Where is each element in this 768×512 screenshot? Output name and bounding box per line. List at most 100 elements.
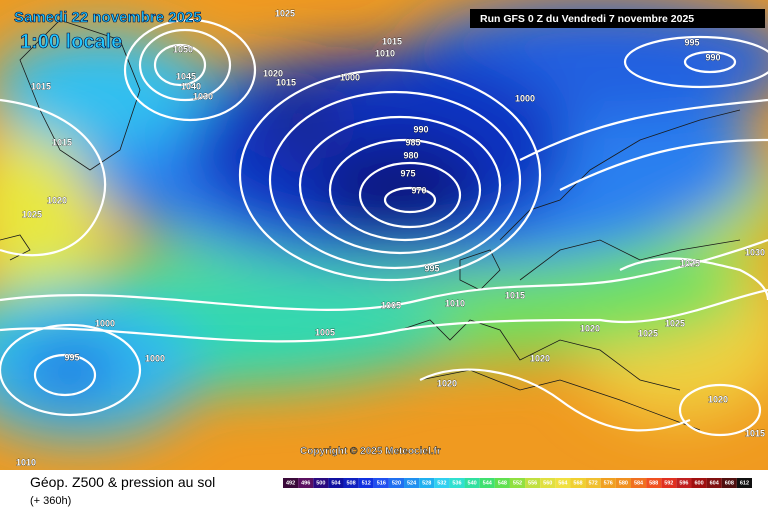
scale-label: 584 <box>634 480 644 486</box>
isobar-label: 1025 <box>22 209 42 219</box>
isobar-label: 1010 <box>16 457 36 467</box>
isobar-label: 970 <box>411 185 426 195</box>
color-scale: 492 496 500 504 508 512 516 520 524 528 532 536 540 5… <box>283 478 752 488</box>
scale-cell <box>388 478 405 488</box>
scale-cell <box>661 478 677 488</box>
scale-label: 612 <box>740 480 749 486</box>
isobar-label: 1050 <box>173 44 193 54</box>
scale-cell <box>283 478 299 488</box>
scale-cell <box>343 478 359 488</box>
isobar-label: 1045 <box>176 71 196 81</box>
scale-label: 548 <box>498 480 507 486</box>
isobar-label: 1005 <box>315 327 335 337</box>
scale-cell <box>509 478 526 488</box>
scale-label: 564 <box>558 480 568 486</box>
isobar-label: 1015 <box>31 81 51 91</box>
scale-label: 604 <box>710 480 720 486</box>
scale-cell <box>404 478 420 488</box>
scale-cell <box>525 478 541 488</box>
scale-label: 512 <box>362 480 371 486</box>
isobar-label: 1025 <box>665 318 685 328</box>
isobar-label: 1020 <box>263 68 283 78</box>
copyright: Copyright © 2025 Meteociel.fr <box>300 446 441 457</box>
isobar-label: 995 <box>64 352 79 362</box>
isobar-label: 1025 <box>680 258 700 268</box>
isobar-label: 1010 <box>375 48 395 58</box>
scale-label: 552 <box>513 480 522 486</box>
scale-label: 496 <box>301 480 310 486</box>
scale-label: 560 <box>543 480 552 486</box>
isobar-label: 1015 <box>745 428 765 438</box>
scale-cell <box>691 478 707 488</box>
isobar-label: 1030 <box>745 247 765 257</box>
isobar-label: 995 <box>424 263 439 273</box>
scale-cell <box>600 478 616 488</box>
scale-label: 528 <box>422 480 431 486</box>
scale-cell <box>449 478 465 488</box>
scale-label: 540 <box>468 480 477 486</box>
scale-cell <box>736 478 752 488</box>
scale-cell <box>373 478 389 488</box>
scale-label: 500 <box>316 480 325 486</box>
isobar-label: 1005 <box>381 300 401 310</box>
isobar-label: 990 <box>705 52 720 62</box>
run-box <box>470 9 765 28</box>
isobar-label: 1010 <box>445 298 465 308</box>
isobar-label: 1015 <box>505 290 525 300</box>
scale-label: 600 <box>694 480 703 486</box>
scale-cell <box>721 478 737 488</box>
isobar-label: 1030 <box>193 91 213 101</box>
scale-cell <box>313 478 329 488</box>
scale-cell <box>585 478 601 488</box>
isobar-label: 1000 <box>515 93 535 103</box>
scale-cell <box>706 478 722 488</box>
scale-cell <box>646 478 662 488</box>
scale-cell <box>419 478 435 488</box>
scale-cell <box>494 478 510 488</box>
scale-cell <box>555 478 571 488</box>
scale-label: 524 <box>407 480 417 486</box>
date: Samedi 22 novembre 2025 <box>14 9 202 26</box>
isobar-label: 1015 <box>276 77 296 87</box>
scale-label: 520 <box>392 480 401 486</box>
scale-cell <box>630 478 647 488</box>
isobar-label: 985 <box>405 137 420 147</box>
scale-cell <box>570 478 586 488</box>
scale-label: 536 <box>452 480 461 486</box>
scale-label: 588 <box>649 480 658 486</box>
isobar-label: 1020 <box>708 394 728 404</box>
scale-cell <box>434 478 450 488</box>
isobar-label: 1015 <box>382 36 402 46</box>
isobar-label: 995 <box>684 37 699 47</box>
scale-label: 544 <box>483 480 493 486</box>
isobar-label: 1020 <box>580 323 600 333</box>
scale-label: 572 <box>589 480 598 486</box>
scale-label: 556 <box>528 480 537 486</box>
scale-label: 492 <box>286 480 295 486</box>
isobar-label: 1000 <box>145 353 165 363</box>
isobar-labels: 1025105010451040103010201015101510101000… <box>16 8 766 468</box>
local-time: 1:00 locale <box>20 31 122 53</box>
isobar-label: 1025 <box>638 328 658 338</box>
scale-label: 580 <box>619 480 628 486</box>
scale-cell <box>615 478 631 488</box>
isobar-label: 1020 <box>437 378 457 388</box>
scale-cell <box>328 478 344 488</box>
scale-cell <box>298 478 314 488</box>
run-info: Run GFS 0 Z du Vendredi 7 novembre 2025 <box>480 13 694 25</box>
isobar-label: 1025 <box>275 8 295 18</box>
scale-cell <box>676 478 692 488</box>
scale-label: 596 <box>679 480 688 486</box>
isobar-label: 1015 <box>52 137 72 147</box>
isobar-label: 1020 <box>530 353 550 363</box>
scale-label: 516 <box>377 480 386 486</box>
footer-title: Géop. Z500 & pression au sol <box>30 474 215 490</box>
isobar-label: 1000 <box>95 318 115 328</box>
isobar-label: 990 <box>413 124 428 134</box>
scale-label: 504 <box>331 480 341 486</box>
scale-label: 592 <box>664 480 673 486</box>
scale-label: 608 <box>725 480 734 486</box>
isobar-label: 1000 <box>340 72 360 82</box>
scale-cell <box>358 478 374 488</box>
